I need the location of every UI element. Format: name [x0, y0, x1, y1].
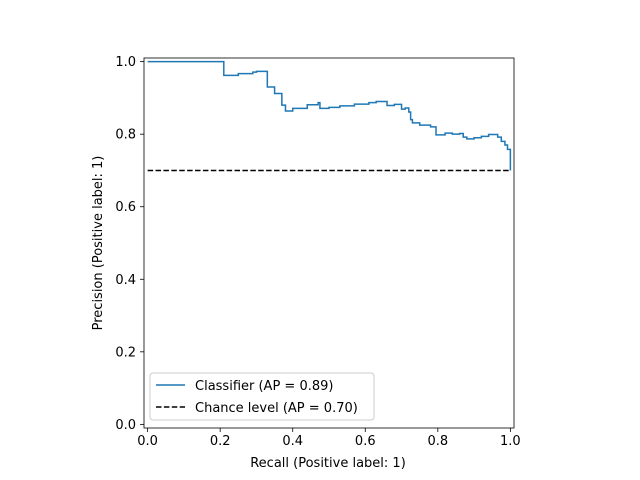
y-axis-label: Precision (Positive label: 1)	[91, 156, 106, 331]
legend-classifier-label: Classifier (AP = 0.89)	[195, 379, 333, 394]
x-tick-label: 0.6	[355, 434, 376, 449]
axes-frame	[143, 57, 515, 429]
x-axis-ticks: 0.0 0.2 0.4 0.6 0.8 1.0	[137, 428, 521, 449]
y-tick-label: 0.4	[115, 273, 136, 288]
legend: Classifier (AP = 0.89) Chance level (AP …	[149, 372, 375, 421]
y-axis-ticks: 0.0 0.2 0.4 0.6 0.8 1.0	[115, 55, 144, 433]
x-tick-label: 1.0	[500, 434, 521, 449]
plot-area	[147, 60, 512, 172]
y-tick-label: 0.6	[115, 200, 136, 215]
y-tick-label: 0.0	[115, 418, 136, 433]
x-tick-label: 0.0	[137, 434, 158, 449]
y-tick-label: 0.8	[115, 128, 136, 143]
classifier-pr-curve	[147, 60, 512, 171]
legend-chance-label: Chance level (AP = 0.70)	[195, 401, 358, 416]
x-tick-label: 0.2	[210, 434, 231, 449]
legend-box	[149, 372, 375, 421]
x-tick-label: 0.8	[427, 434, 448, 449]
x-tick-label: 0.4	[282, 434, 303, 449]
y-tick-label: 1.0	[115, 55, 136, 70]
y-tick-label: 0.2	[115, 345, 136, 360]
axes-border	[143, 57, 515, 429]
x-axis-label: Recall (Positive label: 1)	[250, 456, 406, 471]
